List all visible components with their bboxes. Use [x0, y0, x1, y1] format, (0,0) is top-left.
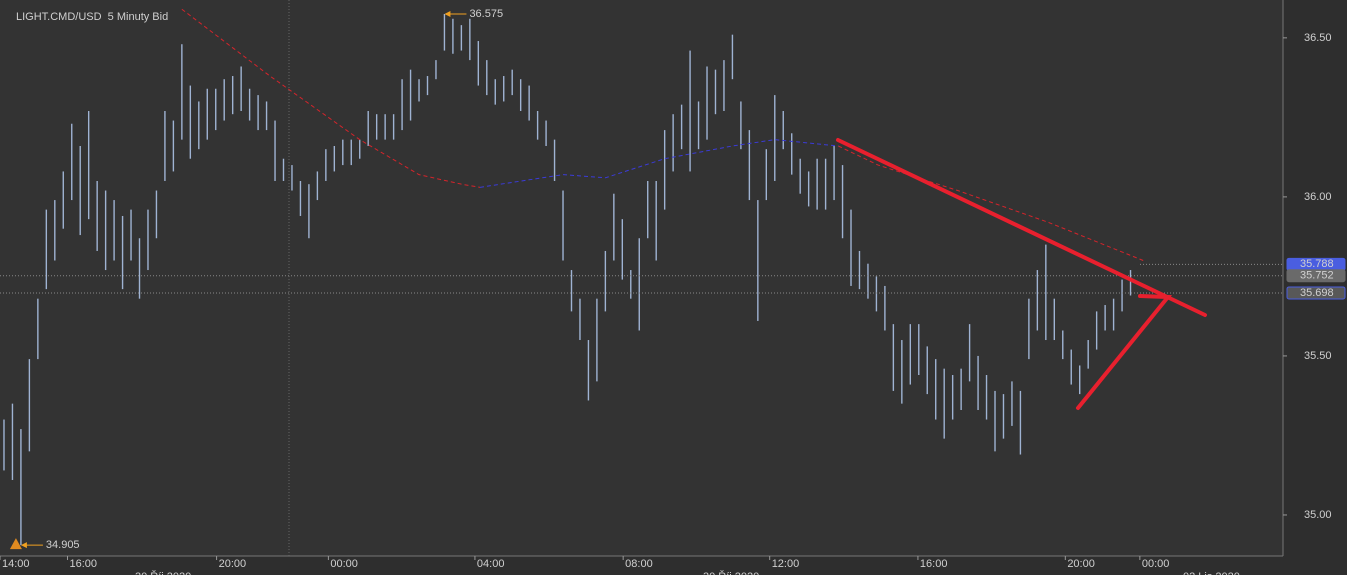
y-tick-label: 36.00: [1304, 191, 1332, 203]
trend-line: [1076, 294, 1173, 410]
x-axis-panel: [0, 556, 1347, 575]
y-tick-label: 35.50: [1304, 350, 1332, 362]
x-tick-label: 00:00: [330, 558, 358, 570]
x-tick-label: 12:00: [772, 558, 800, 570]
date-label: 02 Lis 2020: [1183, 571, 1240, 575]
moving-average: [181, 8, 1144, 261]
max-label: 36.575: [469, 8, 503, 20]
price-marker-label: 35.788: [1300, 258, 1334, 270]
warning-icon: [9, 538, 22, 550]
x-tick-label: 20:00: [1067, 558, 1095, 570]
trend-line: [836, 138, 1207, 317]
x-tick-label: 16:00: [70, 558, 98, 570]
y-tick-label: 36.50: [1304, 32, 1332, 44]
plot: [0, 8, 1283, 546]
price-marker-label: 35.698: [1300, 287, 1334, 299]
x-tick-label: 20:00: [219, 558, 247, 570]
x-tick-label: 04:00: [477, 558, 505, 570]
min-label: 34.905: [46, 539, 80, 551]
chart-title: LIGHT.CMD/USD 5 Minuty Bid: [16, 11, 168, 23]
date-label: 30 Říj 2020: [135, 570, 191, 575]
price-marker: [1286, 269, 1346, 283]
min-arrowhead: [20, 542, 27, 549]
price-marker: [1286, 286, 1346, 300]
x-tick-label: 14:00: [2, 558, 30, 570]
y-tick-label: 35.00: [1304, 509, 1332, 521]
x-tick-label: 16:00: [920, 558, 948, 570]
x-tick-label: 00:00: [1142, 558, 1170, 570]
date-label: 30 Říj 2020: [703, 570, 759, 575]
max-arrowhead: [444, 10, 451, 17]
price-marker-label: 35.752: [1300, 270, 1334, 282]
x-tick-label: 08:00: [625, 558, 653, 570]
